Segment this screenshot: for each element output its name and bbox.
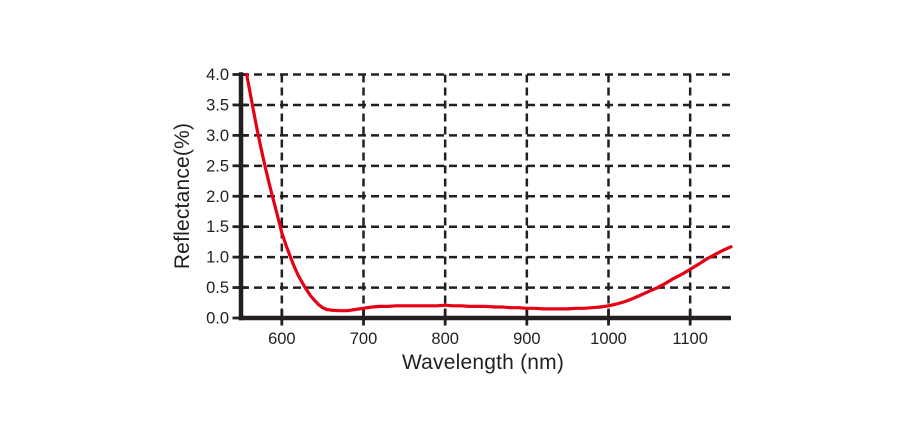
y-tick-label: 2.5: [206, 157, 229, 175]
y-tick-label: 3.0: [206, 127, 229, 145]
y-tick-label: 0.0: [206, 310, 229, 328]
x-tick-label: 600: [268, 330, 296, 348]
y-tick-label: 2.0: [206, 188, 229, 206]
y-axis-title: Reflectance(%): [171, 122, 194, 270]
y-tick-label: 3.5: [206, 96, 229, 114]
x-tick-label: 800: [431, 330, 459, 348]
x-axis-title: Wavelength (nm): [401, 351, 565, 374]
y-tick-label: 1.5: [206, 218, 229, 236]
x-tick-label: 700: [350, 330, 378, 348]
y-tick-label: 1.0: [206, 249, 229, 267]
reflectance-curve: [245, 72, 733, 313]
y-tick-label: 0.5: [206, 279, 229, 297]
x-tick-label: 900: [513, 330, 541, 348]
y-tick-label: 4.0: [206, 66, 229, 84]
x-tick-label: 1100: [672, 330, 707, 348]
x-tick-label: 1000: [590, 330, 627, 348]
